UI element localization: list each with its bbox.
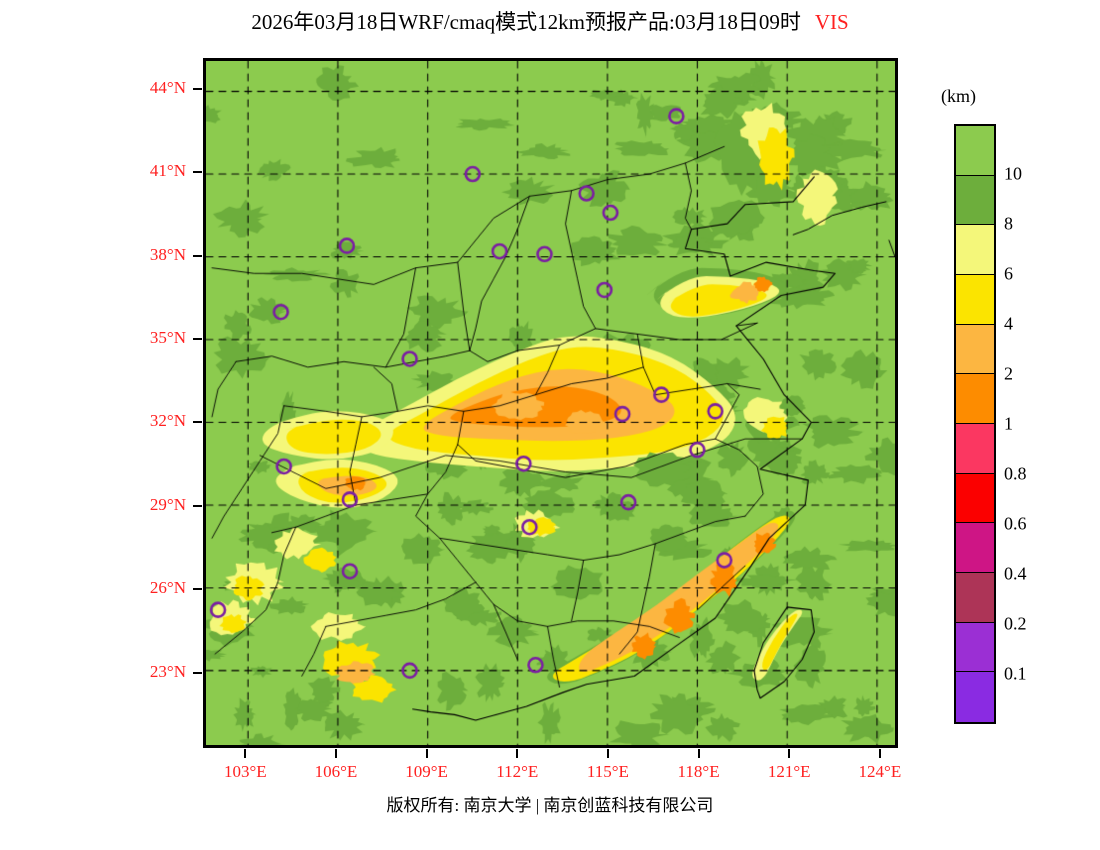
lon-axis-label: 109°E	[405, 762, 448, 781]
lon-tick	[425, 749, 428, 758]
title-main-text: 2026年03月18日WRF/cmaq模式12km预报产品:03月18日09时	[251, 10, 801, 34]
colorbar-band	[956, 225, 994, 275]
lat-tick	[193, 87, 202, 90]
lon-tick	[516, 749, 519, 758]
lat-axis-label: 41°N	[149, 161, 186, 181]
visibility-heatmap-canvas[interactable]	[206, 61, 895, 745]
lat-tick	[193, 421, 202, 424]
colorbar-tick-label: 0.6	[1004, 513, 1027, 534]
lon-tick	[697, 749, 700, 758]
lat-axis-label: 29°N	[149, 494, 186, 514]
lon-axis-label: 103°E	[223, 762, 267, 781]
colorbar-tick-label: 0.2	[1004, 613, 1027, 634]
lat-axis-label: 35°N	[149, 328, 186, 347]
lon-axis-label: 121°E	[767, 762, 811, 781]
lat-axis-label: 38°N	[149, 244, 186, 264]
lat-tick	[193, 171, 202, 174]
page-title: 2026年03月18日WRF/cmaq模式12km预报产品:03月18日09时 V…	[0, 6, 1100, 36]
colorbar-tick-label: 8	[1004, 213, 1013, 234]
copyright-footer: 版权所有: 南京大学 | 南京创蓝科技有限公司	[386, 796, 714, 815]
lat-tick	[193, 588, 202, 591]
colorbar-band	[956, 523, 994, 573]
colorbar-band	[956, 175, 994, 226]
lon-tick	[606, 749, 609, 758]
colorbar-band	[956, 324, 994, 375]
colorbar-tick-label: 0.8	[1004, 463, 1027, 484]
lon-tick	[244, 749, 247, 758]
colorbar-tick-label: 2	[1004, 363, 1013, 384]
lon-tick	[878, 749, 881, 758]
colorbar-band	[956, 622, 994, 673]
colorbar[interactable]	[954, 124, 996, 724]
lon-axis-label: 112°E	[496, 762, 539, 781]
lat-tick	[193, 504, 202, 507]
lon-tick	[788, 749, 791, 758]
lon-axis-label: 124°E	[858, 762, 902, 781]
lon-axis-label: 118°E	[677, 762, 720, 781]
lat-axis-label: 26°N	[149, 578, 186, 598]
colorbar-band	[956, 423, 994, 474]
title-variable-label: VIS	[814, 10, 849, 34]
lat-tick	[193, 338, 202, 340]
lon-axis-label: 115°E	[586, 762, 629, 781]
colorbar-band	[956, 274, 994, 325]
colorbar-band	[956, 572, 994, 623]
lat-tick	[193, 254, 202, 257]
colorbar-band	[956, 672, 994, 722]
colorbar-tick-label: 0.1	[1004, 663, 1027, 684]
colorbar-band	[956, 473, 994, 524]
colorbar-tick-label: 4	[1004, 313, 1013, 334]
forecast-map[interactable]	[203, 58, 898, 748]
lat-axis-label: 23°N	[149, 661, 186, 681]
colorbar-tick-label: 0.4	[1004, 563, 1027, 584]
colorbar-band	[956, 374, 994, 424]
colorbar-tick-label: 10	[1004, 163, 1022, 184]
colorbar-tick-label: 1	[1004, 413, 1013, 434]
colorbar-tick-label: 6	[1004, 263, 1013, 284]
lon-tick	[334, 749, 337, 758]
lat-axis-label: 44°N	[149, 77, 186, 97]
lat-axis-label: 32°N	[149, 411, 186, 431]
colorbar-unit-label: (km)	[941, 86, 976, 106]
lat-tick	[193, 671, 202, 674]
lon-axis-label: 106°E	[314, 762, 358, 781]
colorbar-band	[956, 126, 994, 176]
